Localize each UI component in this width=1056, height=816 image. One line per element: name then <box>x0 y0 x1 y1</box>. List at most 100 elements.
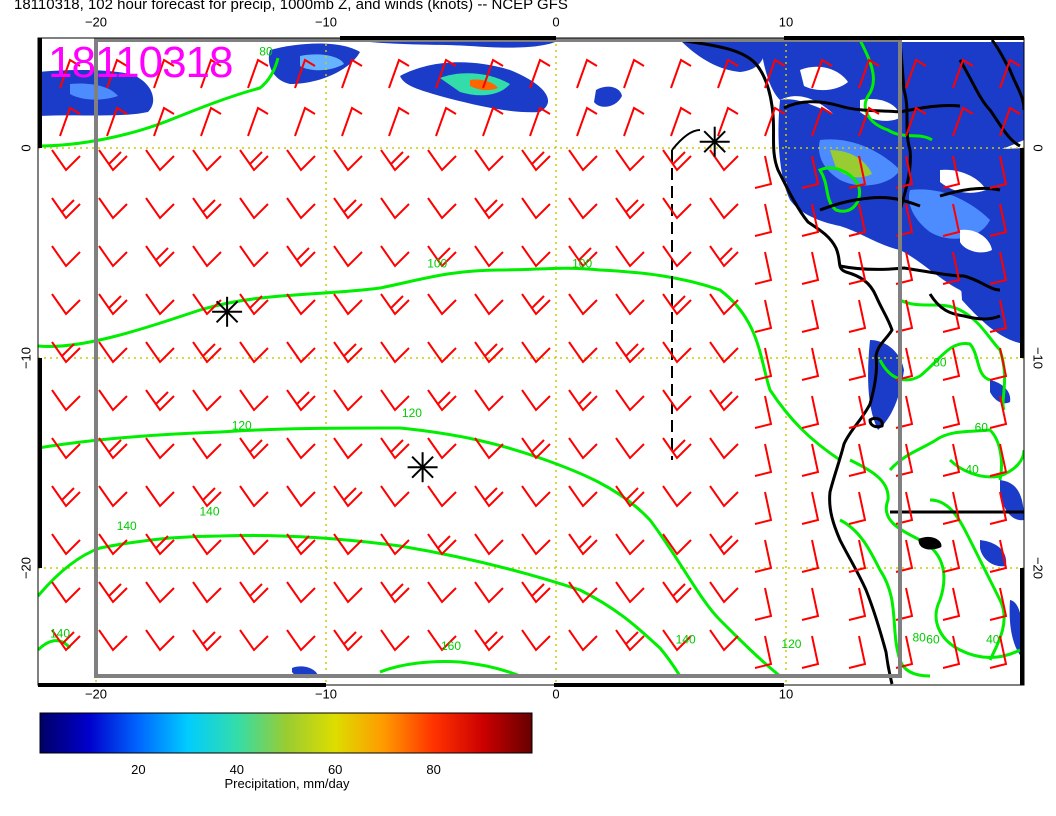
wind-barb <box>942 155 961 189</box>
wind-barb <box>192 341 222 364</box>
contour-label: 140 <box>117 519 137 533</box>
wind-barb <box>192 149 222 172</box>
wind-barb <box>801 395 820 429</box>
wind-barb <box>717 106 739 137</box>
wind-barb <box>709 533 739 556</box>
wind-barb <box>239 245 269 268</box>
contour-label: 80 <box>933 355 947 369</box>
wind-barb <box>239 389 269 412</box>
wind-barb <box>239 341 269 364</box>
wind-barb <box>568 197 598 220</box>
wind-barb <box>286 341 316 364</box>
wind-barb <box>341 58 363 89</box>
wind-barb <box>200 58 222 89</box>
border-2 <box>819 196 921 212</box>
wind-barb <box>754 395 773 429</box>
wind-barb <box>239 485 269 508</box>
wind-barb <box>989 155 1008 189</box>
wind-barbs <box>51 58 1021 669</box>
precip-area <box>680 40 764 72</box>
wind-barb <box>848 587 867 621</box>
colorbar-tick: 20 <box>131 762 146 777</box>
wind-barb <box>848 251 867 285</box>
wind-barb <box>51 389 81 412</box>
contour-africa-9 <box>948 449 1024 479</box>
wind-barb <box>286 293 316 316</box>
wind-barb <box>388 58 410 89</box>
wind-barb <box>709 629 739 652</box>
wind-barb <box>474 293 504 316</box>
wind-barb <box>380 581 410 604</box>
wind-barb <box>333 197 363 220</box>
wind-barb <box>474 149 504 172</box>
wind-barb <box>482 106 504 137</box>
wind-barb <box>576 106 598 137</box>
contour-label: 140 <box>676 633 696 647</box>
wind-barb <box>474 437 504 460</box>
wind-barb <box>427 629 457 652</box>
wind-barb <box>247 58 269 89</box>
wind-barb <box>989 347 1008 381</box>
colorbar-label: Precipitation, mm/day <box>224 776 350 791</box>
wind-barb <box>192 197 222 220</box>
wind-barb <box>192 629 222 652</box>
wind-barb <box>51 293 81 316</box>
border-9 <box>939 186 1001 198</box>
top-lon-label: −20 <box>84 14 108 30</box>
axis-bars <box>38 36 1024 687</box>
contour-label: 120 <box>402 406 422 420</box>
wind-barb <box>615 581 645 604</box>
contour-label: 140 <box>50 626 70 640</box>
coastlines <box>679 38 1024 685</box>
wind-barb <box>848 347 867 381</box>
wind-barb <box>529 58 551 89</box>
wind-barb <box>98 389 128 412</box>
wind-barb <box>427 149 457 172</box>
right-lat-label: −20 <box>1030 556 1046 580</box>
wind-barb <box>662 533 692 556</box>
wind-barb <box>576 58 598 89</box>
wind-barb <box>754 539 773 573</box>
wind-barb <box>989 443 1008 477</box>
wind-barb <box>145 293 175 316</box>
wind-barb <box>942 251 961 285</box>
wind-barb <box>333 581 363 604</box>
wind-barb <box>848 395 867 429</box>
wind-barb <box>848 155 867 189</box>
wind-barb <box>380 533 410 556</box>
wind-barb <box>942 587 961 621</box>
map-title: 18110318, 102 hour forecast for precip, … <box>14 0 568 13</box>
contour-africa-2 <box>817 166 861 213</box>
wind-barb <box>427 437 457 460</box>
border-8 <box>990 39 1024 111</box>
wind-barb <box>848 299 867 333</box>
wind-barb <box>801 155 820 189</box>
wind-barb <box>662 341 692 364</box>
wind-barb <box>521 581 551 604</box>
wind-barb <box>145 629 175 652</box>
wind-barb <box>145 437 175 460</box>
wind-barb <box>858 58 880 89</box>
island-2 <box>868 416 884 429</box>
wind-barb <box>380 197 410 220</box>
precip-area <box>594 86 622 107</box>
wind-barb <box>905 58 927 89</box>
precip-area <box>1000 480 1024 521</box>
wind-barb <box>474 581 504 604</box>
wind-barb <box>754 443 773 477</box>
colorbar-tick: 60 <box>327 762 343 777</box>
border-5 <box>928 293 1001 321</box>
wind-barb <box>286 437 316 460</box>
storm-marker <box>407 452 438 483</box>
wind-barb <box>333 149 363 172</box>
wind-barb <box>709 341 739 364</box>
wind-barb <box>989 395 1008 429</box>
border-4 <box>898 39 912 260</box>
wind-barb <box>989 203 1008 237</box>
wind-barb <box>200 106 222 137</box>
contour-label: 80 <box>259 45 273 59</box>
wind-barb <box>848 635 867 669</box>
wind-barb <box>145 533 175 556</box>
wind-barb <box>98 629 128 652</box>
